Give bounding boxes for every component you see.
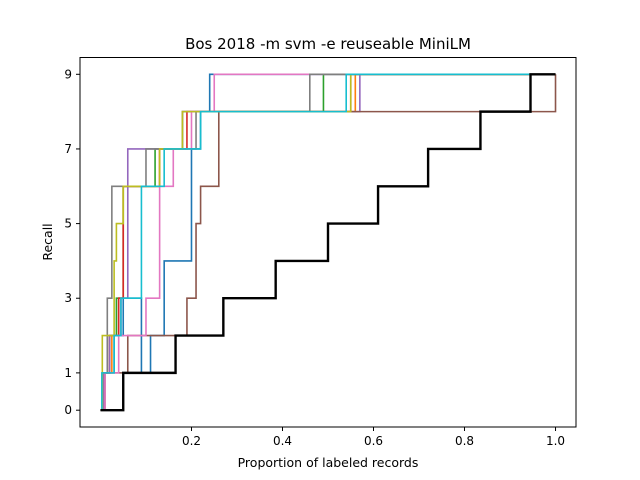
y-tick-label: 0 (64, 403, 72, 417)
x-axis-ticks: 0.2 0.4 0.6 0.8 1.0 (182, 427, 565, 448)
y-tick-label: 7 (64, 142, 72, 156)
plot-area-frame (79, 57, 577, 428)
x-axis-label: Proportion of labeled records (238, 455, 419, 470)
y-tick-label: 1 (64, 366, 72, 380)
x-tick-label: 0.6 (364, 434, 383, 448)
reference-series-line (100, 73, 556, 412)
y-axis-ticks: 0 1 3 5 7 9 (64, 67, 80, 417)
y-tick-label: 5 (64, 217, 72, 231)
x-tick-label: 0.2 (182, 434, 201, 448)
series-layer (100, 73, 557, 412)
y-axis-label: Recall (40, 223, 55, 260)
x-tick-label: 0.8 (455, 434, 474, 448)
x-tick-label: 1.0 (546, 434, 565, 448)
y-tick-label: 3 (64, 291, 72, 305)
series-line-10 (100, 73, 556, 411)
x-tick-label: 0.4 (273, 434, 292, 448)
y-tick-label: 9 (64, 67, 72, 81)
chart-title: Bos 2018 -m svm -e reuseable MiniLM (185, 35, 471, 53)
